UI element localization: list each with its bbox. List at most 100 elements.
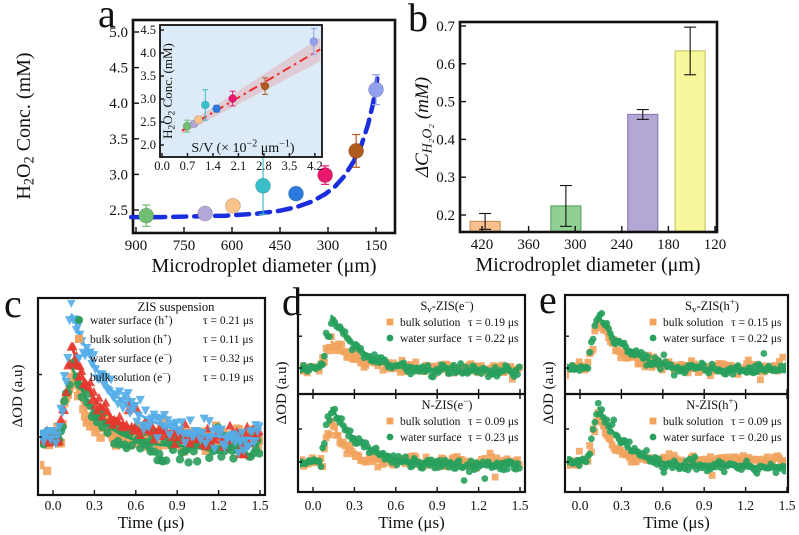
series bbox=[300, 314, 523, 381]
svg-text:420: 420 bbox=[471, 237, 494, 253]
svg-text:τ = 0.23 μs: τ = 0.23 μs bbox=[468, 432, 519, 444]
svg-text:300: 300 bbox=[564, 237, 587, 253]
svg-text:1.5: 1.5 bbox=[779, 498, 796, 513]
svg-text:water surface (h+): water surface (h+) bbox=[90, 312, 173, 327]
svg-text:S/V (× 10−2 μm−1): S/V (× 10−2 μm−1) bbox=[191, 138, 295, 156]
svg-text:300: 300 bbox=[317, 238, 340, 254]
svg-text:τ = 0.11 μs: τ = 0.11 μs bbox=[203, 334, 254, 346]
svg-text:τ = 0.19 μs: τ = 0.19 μs bbox=[468, 317, 519, 329]
svg-text:3.5: 3.5 bbox=[109, 132, 128, 148]
svg-text:3.5: 3.5 bbox=[140, 69, 156, 83]
svg-text:ΔOD (a.u): ΔOD (a.u) bbox=[541, 362, 557, 425]
panel-letter-d: d bbox=[282, 279, 302, 324]
svg-text:1.2: 1.2 bbox=[210, 498, 227, 513]
panel-letter-e: e bbox=[539, 277, 557, 322]
svg-text:τ = 0.32 μs: τ = 0.32 μs bbox=[203, 353, 254, 365]
svg-text:water surface: water surface bbox=[400, 333, 462, 345]
svg-text:Sv-ZIS(e−): Sv-ZIS(e−) bbox=[420, 297, 473, 314]
svg-text:0.3: 0.3 bbox=[436, 170, 455, 186]
svg-text:2.0: 2.0 bbox=[140, 138, 156, 152]
svg-text:0.9: 0.9 bbox=[429, 498, 446, 513]
svg-text:0.9: 0.9 bbox=[696, 498, 713, 513]
svg-text:4.0: 4.0 bbox=[109, 96, 128, 112]
svg-text:0.6: 0.6 bbox=[654, 498, 671, 513]
panel-c-chart: 0.0 0.3 0.6 0.9 1.2 1.5 Time (μs) ΔOD (a.u) ZIS … bbox=[10, 296, 269, 532]
panel-letter-b: b bbox=[408, 0, 428, 40]
svg-text:3.5: 3.5 bbox=[282, 159, 298, 173]
svg-text:180: 180 bbox=[657, 237, 680, 253]
svg-text:5.0: 5.0 bbox=[109, 25, 128, 41]
svg-text:150: 150 bbox=[365, 238, 388, 254]
svg-text:Time (μs): Time (μs) bbox=[643, 513, 710, 532]
trend-curve bbox=[128, 68, 381, 220]
svg-text:0.0: 0.0 bbox=[45, 498, 62, 513]
svg-text:3.0: 3.0 bbox=[140, 92, 156, 106]
svg-text:N-ZIS(e−): N-ZIS(e−) bbox=[422, 396, 473, 412]
svg-text:1.2: 1.2 bbox=[737, 498, 754, 513]
svg-text:water surface: water surface bbox=[663, 432, 725, 444]
svg-text:450: 450 bbox=[269, 238, 292, 254]
svg-text:ΔOD (a.u): ΔOD (a.u) bbox=[274, 362, 290, 425]
svg-text:0.7: 0.7 bbox=[180, 159, 196, 173]
legend: Sv-ZIS(h+) bulk solution τ = 0.15 μs water … bbox=[649, 297, 782, 345]
scatter-points bbox=[138, 74, 384, 227]
svg-text:4.0: 4.0 bbox=[140, 46, 156, 60]
svg-text:3.0: 3.0 bbox=[109, 167, 128, 183]
panel-letter-c: c bbox=[4, 281, 22, 326]
panel-b-chart: 420 360 300 240 180 120 0.2 0.3 0.4 0.5 0.6 0.7 Micr… bbox=[412, 19, 726, 276]
panel-letter-a: a bbox=[98, 0, 116, 36]
svg-text:750: 750 bbox=[173, 238, 196, 254]
svg-text:τ = 0.22 μs: τ = 0.22 μs bbox=[731, 333, 782, 345]
svg-text:water surface (e−): water surface (e−) bbox=[90, 350, 172, 365]
fit-curve bbox=[70, 313, 260, 440]
legend: N-ZIS(e−) bulk solution τ = 0.09 μs water s… bbox=[386, 396, 519, 444]
svg-text:0.3: 0.3 bbox=[346, 498, 363, 513]
svg-text:bulk solution: bulk solution bbox=[663, 416, 724, 428]
svg-text:900: 900 bbox=[125, 238, 148, 254]
svg-text:τ = 0.20 μs: τ = 0.20 μs bbox=[731, 432, 782, 444]
svg-text:0.7: 0.7 bbox=[436, 19, 455, 35]
svg-text:bulk solution: bulk solution bbox=[400, 317, 461, 329]
legend: N-ZIS(h+) bulk solution τ = 0.09 μs water s… bbox=[649, 396, 782, 444]
svg-text:1.5: 1.5 bbox=[252, 498, 269, 513]
svg-text:1.5: 1.5 bbox=[512, 498, 529, 513]
svg-text:H2O2 Conc. (mM): H2O2 Conc. (mM) bbox=[160, 43, 177, 139]
svg-text:0.3: 0.3 bbox=[86, 498, 103, 513]
svg-text:ΔOD (a.u): ΔOD (a.u) bbox=[10, 365, 26, 428]
series bbox=[300, 405, 523, 484]
fit-curve bbox=[597, 406, 786, 468]
svg-text:360: 360 bbox=[517, 237, 540, 253]
svg-text:τ = 0.09 μs: τ = 0.09 μs bbox=[731, 416, 782, 428]
svg-text:0.5: 0.5 bbox=[436, 95, 455, 111]
svg-text:0.6: 0.6 bbox=[127, 498, 144, 513]
svg-text:τ = 0.15 μs: τ = 0.15 μs bbox=[731, 317, 782, 329]
svg-text:ΔCH₂O₂ (mM): ΔCH₂O₂ (mM) bbox=[412, 77, 434, 178]
svg-text:0.9: 0.9 bbox=[169, 498, 186, 513]
svg-text:2.8: 2.8 bbox=[256, 159, 272, 173]
svg-text:Microdroplet diameter (μm): Microdroplet diameter (μm) bbox=[151, 255, 376, 277]
series bbox=[567, 399, 786, 477]
bar bbox=[627, 113, 659, 233]
svg-text:1.4: 1.4 bbox=[205, 159, 221, 173]
svg-text:2.1: 2.1 bbox=[231, 159, 247, 173]
svg-text:0.0: 0.0 bbox=[154, 159, 170, 173]
svg-text:τ = 0.22 μs: τ = 0.22 μs bbox=[468, 333, 519, 345]
svg-text:water surface: water surface bbox=[663, 333, 725, 345]
svg-text:water surface: water surface bbox=[400, 432, 462, 444]
legend: Sv-ZIS(e−) bulk solution τ = 0.19 μs water … bbox=[386, 297, 519, 345]
panel-e-chart: 0.0 0.3 0.6 0.9 1.2 1.5 Time (μs) ΔOD (a.u) Sv-Z… bbox=[541, 293, 796, 532]
svg-text:600: 600 bbox=[221, 238, 244, 254]
panel-a-chart: 900 750 600 450 300 150 2.5 3.0 3.5 4.0 4.5 5.0 Micr… bbox=[13, 18, 397, 277]
svg-text:0.2: 0.2 bbox=[436, 208, 455, 224]
svg-text:τ = 0.09 μs: τ = 0.09 μs bbox=[468, 416, 519, 428]
panel-d-chart: 0.0 0.3 0.6 0.9 1.2 1.5 Time (μs) ΔOD (a.u) Sv-Z… bbox=[274, 293, 529, 532]
panel-a-inset: 0.0 0.7 1.4 2.1 2.8 3.5 4.2 2.0 2.5 3.0 3.5 4.0 4.5 S… bbox=[140, 23, 323, 173]
svg-text:4.5: 4.5 bbox=[109, 61, 128, 77]
svg-text:bulk solution (h+): bulk solution (h+) bbox=[90, 331, 172, 346]
svg-text:0.4: 0.4 bbox=[436, 132, 455, 148]
svg-text:120: 120 bbox=[704, 237, 727, 253]
svg-text:2.5: 2.5 bbox=[140, 115, 156, 129]
bar bbox=[674, 50, 706, 233]
